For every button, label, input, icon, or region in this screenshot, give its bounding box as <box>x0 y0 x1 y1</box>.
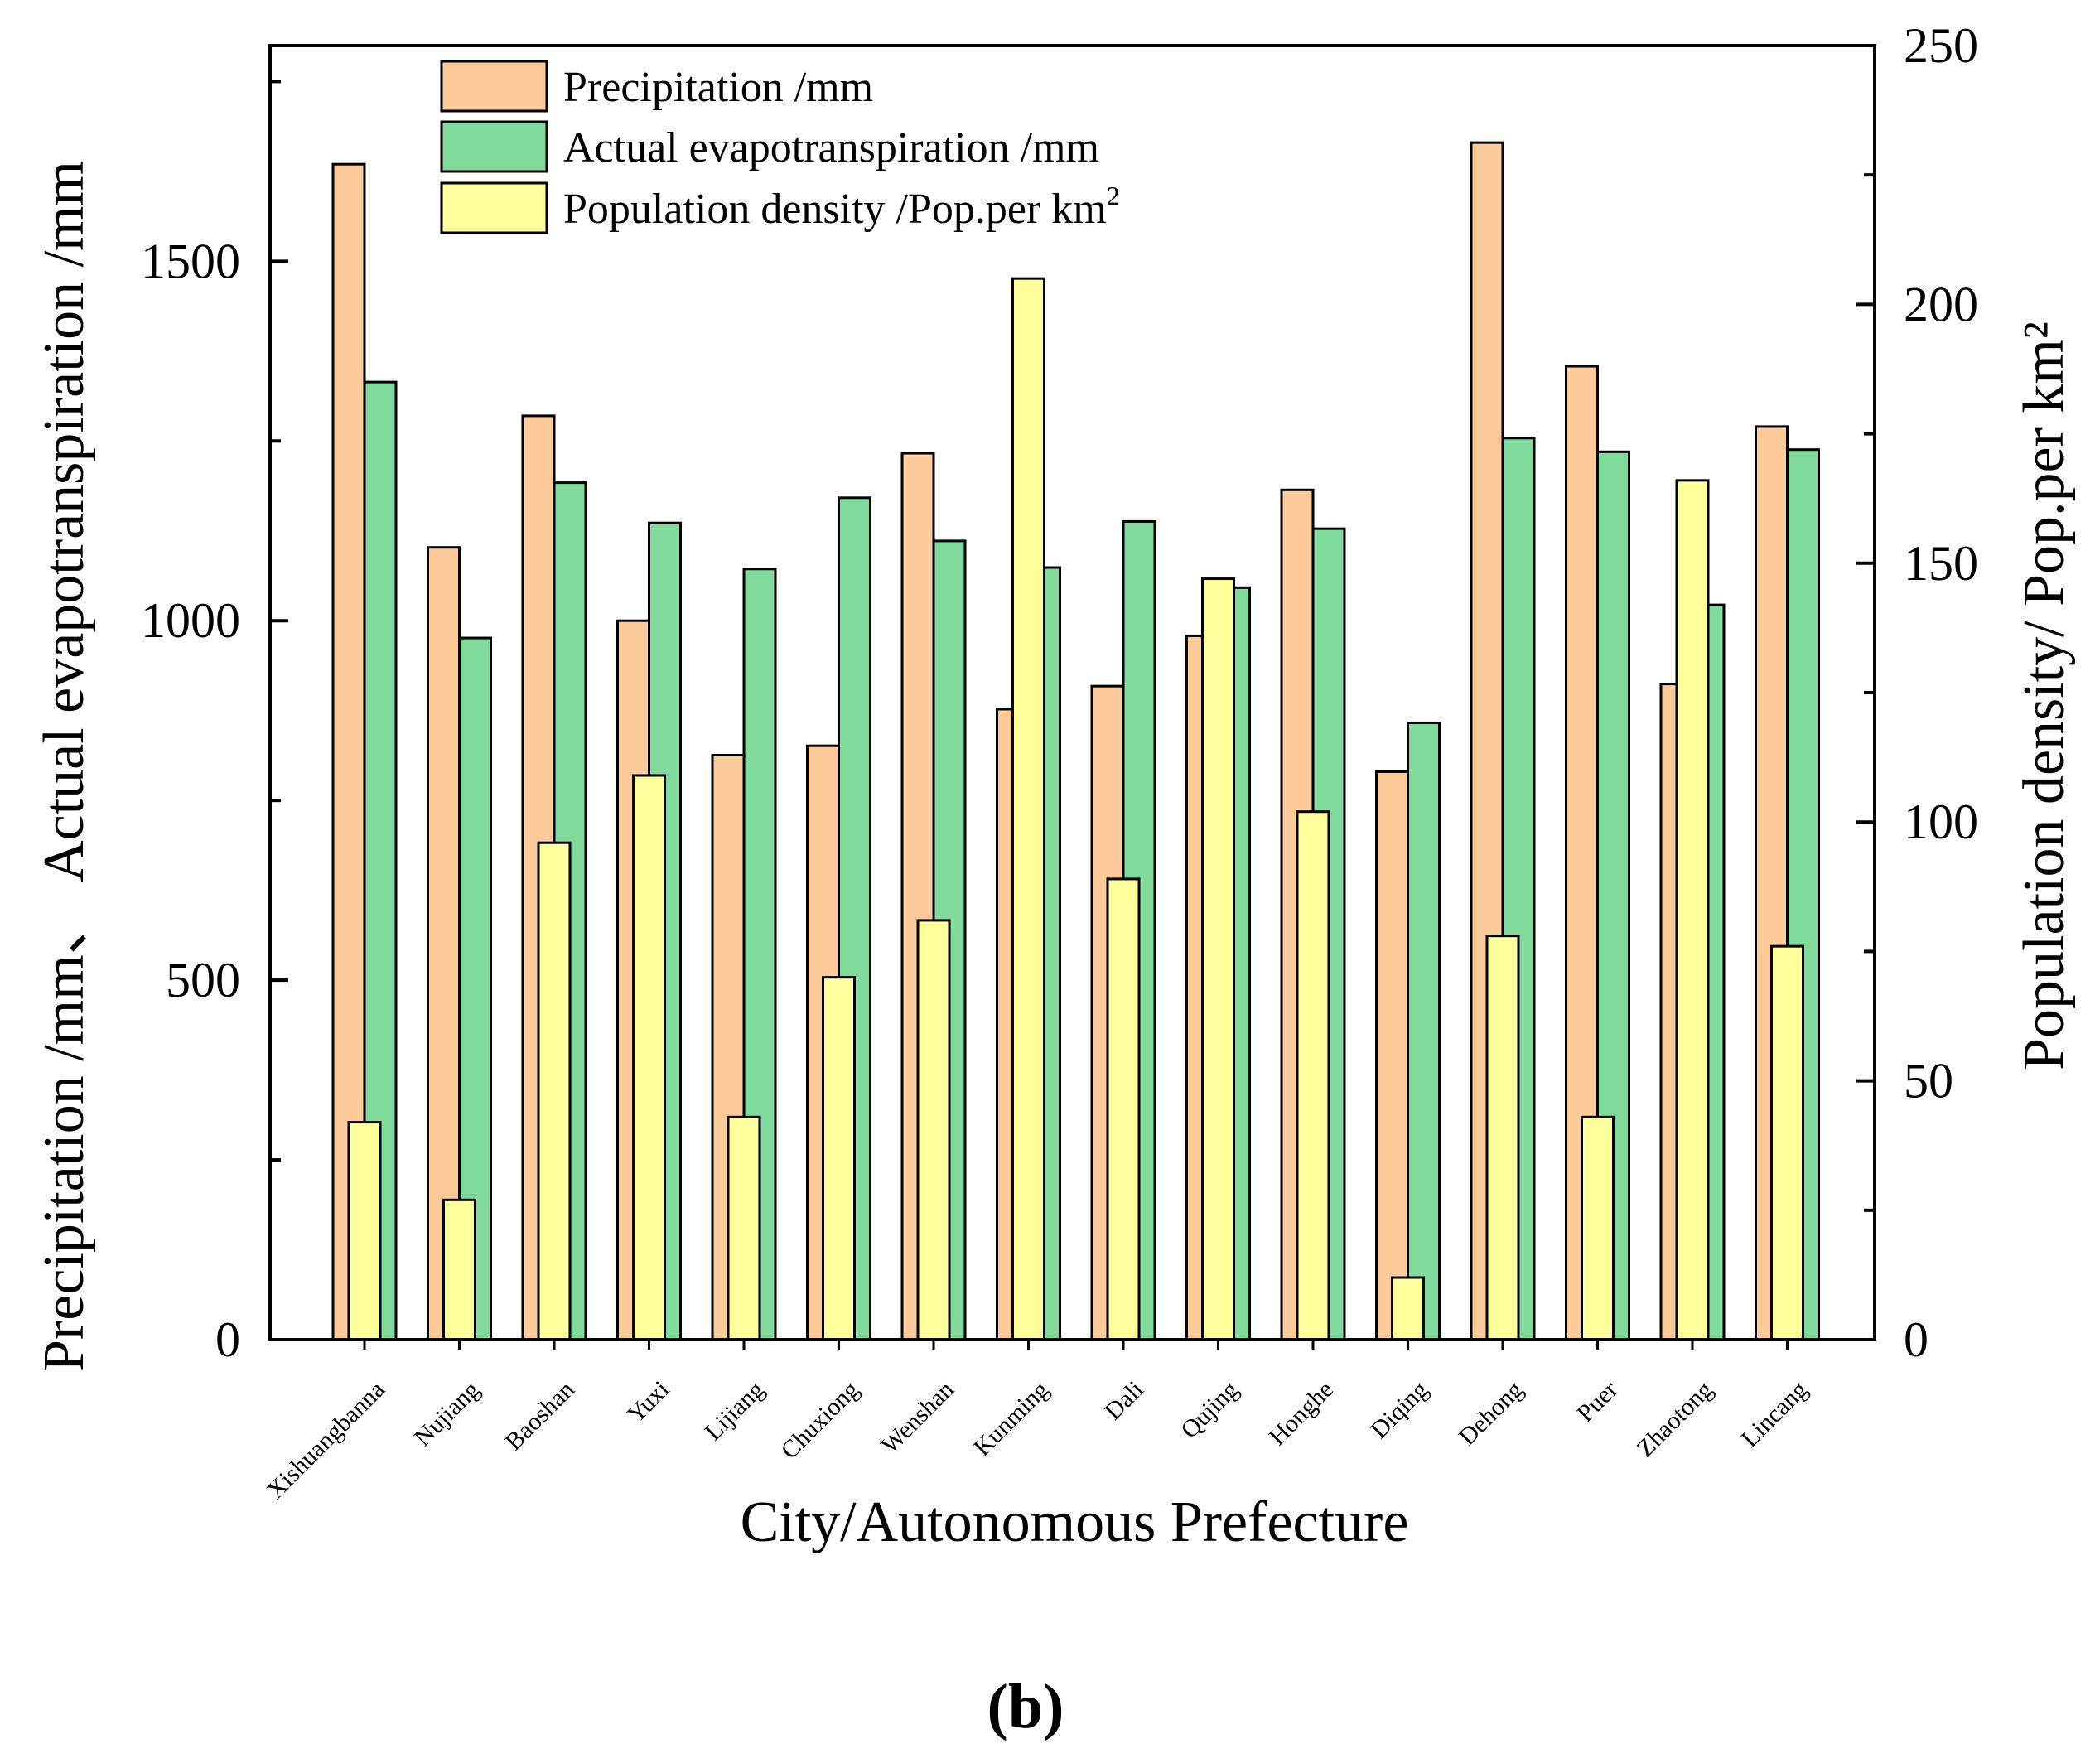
bar-group-lincang <box>1755 425 1820 1341</box>
x-tick-labels: Xishuangbanna Nujiang Baoshan Yuxi Lijiang Ch… <box>262 1340 1813 1505</box>
bar-group-nujiang <box>427 546 492 1341</box>
x-tick-label: Nujiang <box>409 1376 485 1452</box>
right-tick-label: 100 <box>1904 795 1978 849</box>
population-density-bar <box>1201 577 1235 1341</box>
bar-group-honghe <box>1280 488 1346 1341</box>
x-tick-label: Yuxi <box>622 1376 674 1428</box>
x-tick-label: Baoshan <box>500 1376 580 1456</box>
x-tick-label: Dehong <box>1453 1376 1528 1451</box>
bar-group-dali <box>1090 519 1156 1341</box>
population-density-bar <box>727 1115 761 1341</box>
bar-group-xishuangbanna <box>331 162 398 1341</box>
plot-frame <box>268 44 1876 1341</box>
bar-group-kunming <box>996 277 1061 1341</box>
bar-group-diqing <box>1375 721 1441 1341</box>
population-density-bar <box>632 774 666 1341</box>
x-tick-label: Qujing <box>1176 1376 1243 1444</box>
precipitation-bar <box>1375 770 1409 1341</box>
population-density-bar <box>1581 1115 1615 1341</box>
x-tick-label: Honghe <box>1263 1376 1338 1451</box>
right-tick-label: 50 <box>1904 1054 1953 1109</box>
x-tick-label: Kunming <box>968 1376 1054 1461</box>
x-tick-label: Chuxiong <box>775 1376 864 1465</box>
right-tick-label: 250 <box>1904 18 1978 73</box>
x-tick-label: Lijiang <box>699 1376 770 1447</box>
population-density-bar <box>916 919 951 1341</box>
bar-group-wenshan <box>900 452 967 1341</box>
legend-swatch <box>440 181 548 234</box>
x-tick-label: Xishuangbanna <box>262 1376 390 1505</box>
x-tick-label: Dali <box>1099 1376 1149 1426</box>
x-tick-label: Lincang <box>1736 1376 1813 1453</box>
legend-label: Actual evapotranspiration /mm <box>563 124 1099 171</box>
bar-groups <box>331 141 1820 1341</box>
bar-group-zhaotong <box>1659 479 1726 1341</box>
population-density-bar <box>1391 1276 1425 1341</box>
legend-swatch <box>440 120 548 173</box>
population-density-bar <box>442 1198 476 1341</box>
legend-label: Precipitation /mm <box>563 64 873 111</box>
population-density-bar <box>1770 944 1804 1341</box>
left-tick-label: 0 <box>215 1312 240 1367</box>
left-axis-ticks: 0 500 1000 1500 <box>141 80 288 1367</box>
left-tick-label: 1000 <box>141 593 240 648</box>
right-tick-label: 0 <box>1904 1312 1929 1367</box>
legend-swatch <box>440 60 548 113</box>
x-tick-label: Puer <box>1571 1376 1623 1427</box>
right-axis-ticks: 0 50 100 150 200 250 <box>1856 18 1978 1367</box>
bar-group-baoshan <box>521 414 587 1341</box>
left-tick-label: 1500 <box>141 234 240 288</box>
population-density-bar <box>347 1121 382 1341</box>
population-density-bar <box>1485 935 1520 1341</box>
legend: Precipitation /mm Actual evapotranspirati… <box>440 60 1120 234</box>
right-tick-label: 200 <box>1904 277 1978 331</box>
x-axis-title: City/Autonomous Prefecture <box>741 1490 1409 1554</box>
population-density-bar <box>822 976 856 1341</box>
population-density-bar <box>1011 277 1045 1341</box>
bar-group-qujing <box>1185 577 1251 1341</box>
right-tick-label: 150 <box>1904 536 1978 591</box>
bar-group-dehong <box>1470 141 1536 1341</box>
population-density-bar <box>1106 877 1141 1341</box>
figure-caption: (b) <box>987 1672 1064 1741</box>
x-tick-label: Zhaotong <box>1631 1376 1718 1463</box>
legend-label: Population density /Pop.per km2 <box>563 181 1120 233</box>
population-density-bar <box>1296 810 1330 1341</box>
right-axis-title: Population density/ Pop.per km² <box>2012 321 2076 1070</box>
evapotranspiration-bar <box>1407 721 1441 1341</box>
bar-group-puer <box>1565 365 1630 1341</box>
x-tick-label: Wenshan <box>876 1376 959 1460</box>
population-density-bar <box>537 841 572 1341</box>
population-density-bar <box>1675 479 1710 1341</box>
bar-group-lijiang <box>711 568 777 1341</box>
bar-group-yuxi <box>616 521 682 1341</box>
left-tick-label: 500 <box>166 953 240 1007</box>
x-tick-label: Diqing <box>1365 1376 1433 1444</box>
bar-group-chuxiong <box>806 496 871 1341</box>
left-axis-title: Precipitation /mm、 Actual evapotranspira… <box>32 161 96 1372</box>
